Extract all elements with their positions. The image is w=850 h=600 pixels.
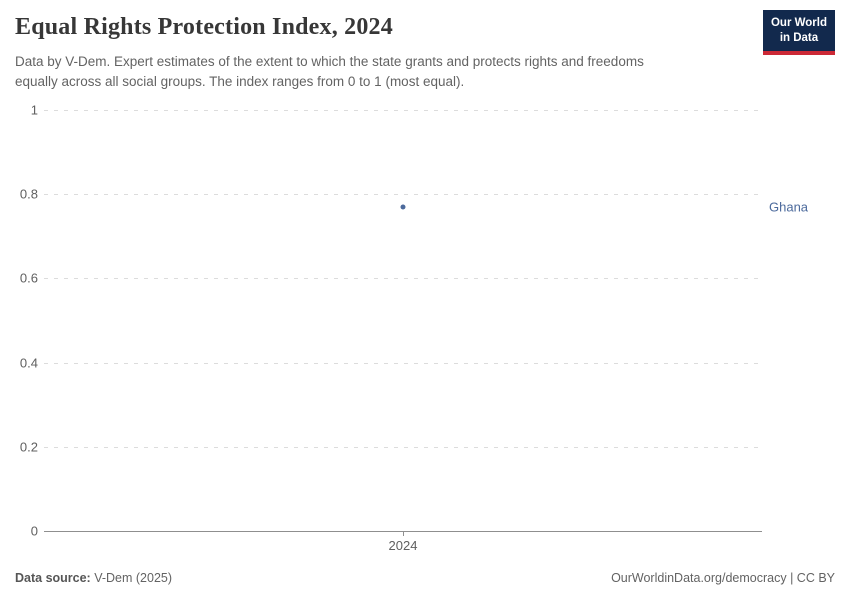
attribution-link[interactable]: OurWorldinData.org/democracy (611, 571, 787, 585)
owid-logo-line1: Our World (770, 17, 827, 29)
y-tick-label: 0 (30, 523, 38, 539)
license-label: CC BY (796, 571, 835, 585)
y-tick-label: 0.4 (19, 355, 38, 371)
attribution-separator: | (786, 571, 797, 585)
data-source: Data source: V-Dem (2025) (15, 571, 172, 585)
x-tick-label: 2024 (388, 538, 418, 553)
owid-logo-line2: in Data (779, 31, 819, 44)
gridline (44, 446, 762, 448)
x-tick-mark (403, 531, 404, 536)
owid-logo[interactable]: Our World in Data (762, 10, 835, 55)
attribution: OurWorldinData.org/democracy | CC BY (611, 571, 835, 585)
y-tick-label: 0.8 (19, 186, 38, 202)
y-tick-label: 0.2 (19, 439, 38, 455)
y-tick-label: 0.6 (19, 270, 38, 286)
series-label[interactable]: Ghana (769, 199, 809, 215)
chart-subtitle: Data by V-Dem. Expert estimates of the e… (15, 54, 644, 89)
y-tick-label: 1 (30, 102, 38, 118)
gridline (44, 362, 762, 364)
gridline (44, 110, 762, 111)
gridline (44, 194, 762, 196)
data-source-label: Data source: (15, 571, 91, 585)
data-point[interactable] (400, 204, 406, 210)
data-source-value: V-Dem (2025) (90, 571, 173, 585)
gridline (44, 278, 762, 280)
chart-title: Equal Rights Protection Index, 2024 (15, 14, 393, 40)
